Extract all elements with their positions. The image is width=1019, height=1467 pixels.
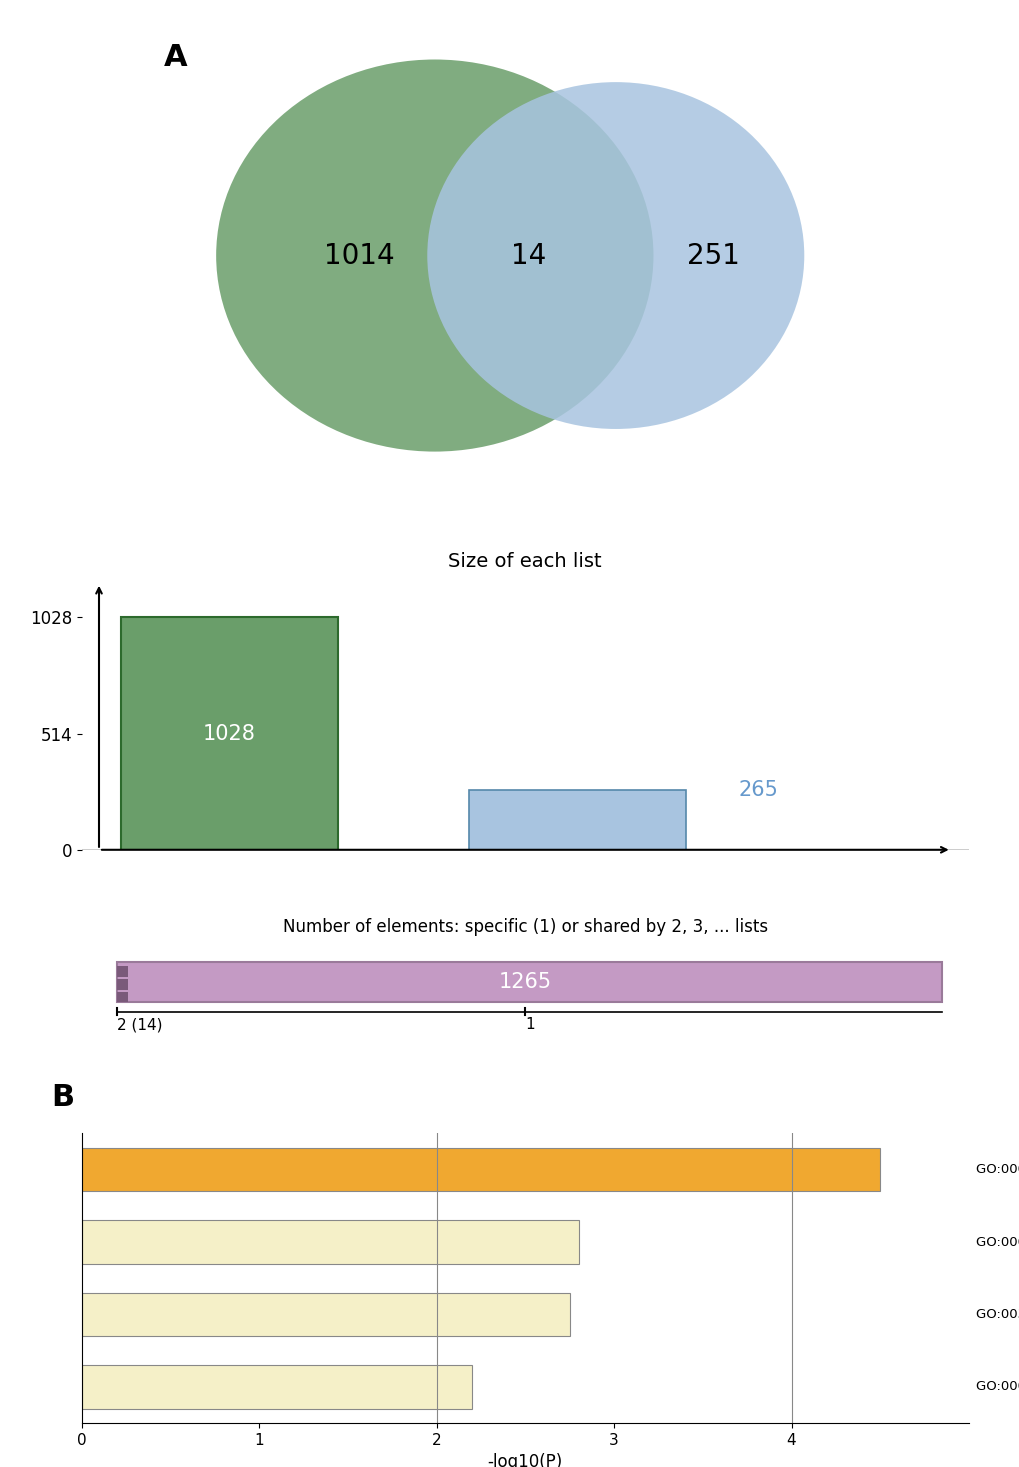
X-axis label: -log10(P): -log10(P) (487, 1454, 562, 1467)
Text: A: A (163, 43, 186, 72)
Bar (117, 978, 127, 990)
Text: 2 (14): 2 (14) (117, 1017, 162, 1033)
Text: 1028: 1028 (203, 723, 256, 744)
Bar (82, 1366, 472, 1408)
Text: 265: 265 (738, 780, 777, 800)
Text: 1014: 1014 (324, 242, 394, 270)
Text: GO:0009615: response to virus: GO:0009615: response to virus (975, 1163, 1019, 1177)
Text: GO:0034765: regulation of ion transmembrane transport: GO:0034765: regulation of ion transmembr… (975, 1309, 1019, 1320)
Text: GO:0008285: negative regulation of cell proliferation: GO:0008285: negative regulation of cell … (975, 1380, 1019, 1394)
Bar (82, 1292, 570, 1336)
Text: B: B (51, 1083, 74, 1112)
Text: Number of elements: specific (1) or shared by 2, 3, ... lists: Number of elements: specific (1) or shar… (282, 917, 767, 936)
Bar (82, 1221, 578, 1263)
Text: 14: 14 (511, 242, 546, 270)
Title: Size of each list: Size of each list (448, 552, 601, 571)
Ellipse shape (427, 82, 804, 428)
Bar (469, 789, 686, 849)
Text: 251: 251 (687, 242, 740, 270)
Text: 1: 1 (525, 1017, 534, 1033)
Bar (117, 967, 127, 977)
Bar (82, 1147, 879, 1191)
Bar (120, 618, 338, 849)
FancyBboxPatch shape (117, 962, 942, 1002)
Bar (117, 992, 127, 1002)
Text: GO:0001819: positive regulation of cytokine production: GO:0001819: positive regulation of cytok… (975, 1235, 1019, 1248)
Ellipse shape (216, 60, 653, 452)
Text: 1265: 1265 (498, 973, 551, 992)
